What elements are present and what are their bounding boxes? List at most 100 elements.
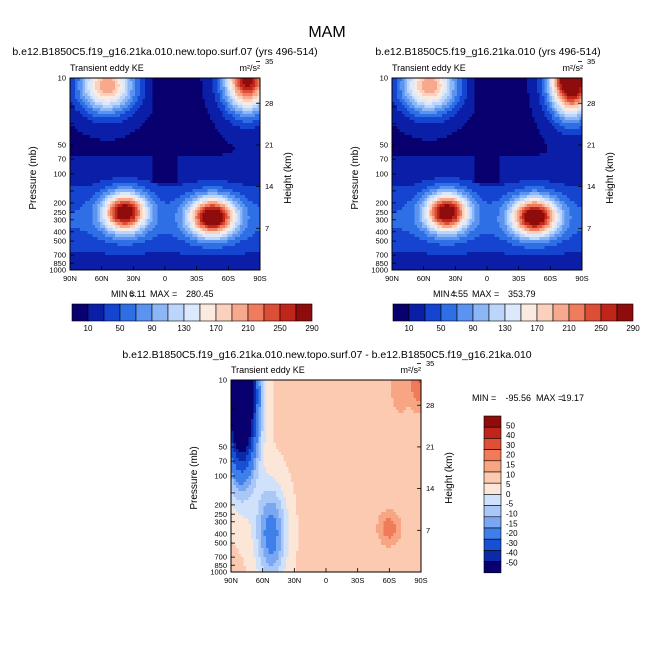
- contour-cell: [90, 243, 93, 247]
- contour-cell: [182, 204, 186, 208]
- contour-cell: [242, 210, 246, 214]
- contour-cell: [185, 210, 188, 214]
- contour-cell: [190, 219, 193, 223]
- contour-cell: [120, 138, 123, 142]
- contour-cell: [127, 207, 131, 211]
- contour-cell: [97, 93, 101, 97]
- contour-cell: [117, 258, 121, 262]
- contour-cell: [97, 264, 101, 268]
- contour-cell: [220, 129, 223, 133]
- contour-cell: [252, 147, 256, 151]
- contour-cell: [127, 225, 131, 229]
- contour-cell: [172, 123, 176, 127]
- contour-cell: [187, 90, 191, 94]
- contour-cell: [142, 246, 146, 250]
- contour-cell: [252, 150, 256, 154]
- contour-cell: [117, 162, 121, 166]
- contour-cell: [142, 96, 146, 100]
- contour-cell: [165, 87, 168, 91]
- contour-cell: [142, 228, 146, 232]
- contour-cell: [97, 243, 101, 247]
- contour-cell: [215, 78, 218, 82]
- contour-cell: [90, 246, 93, 250]
- contour-cell: [215, 120, 218, 124]
- contour-cell: [222, 192, 226, 196]
- contour-cell: [97, 189, 101, 193]
- contour-cell: [252, 246, 256, 250]
- contour-cell: [177, 243, 181, 247]
- contour-cell: [172, 222, 176, 226]
- contour-cell: [167, 105, 171, 109]
- contour-cell: [245, 183, 248, 187]
- contour-cell: [217, 132, 221, 136]
- contour-cell: [127, 129, 131, 133]
- contour-cell: [132, 87, 136, 91]
- contour-cell: [180, 162, 183, 166]
- contour-cell: [210, 108, 213, 112]
- contour-cell: [110, 117, 113, 121]
- contour-cell: [185, 240, 188, 244]
- contour-cell: [105, 141, 108, 145]
- contour-cell: [230, 117, 233, 121]
- contour-cell: [125, 147, 128, 151]
- contour-cell: [100, 186, 103, 190]
- contour-cell: [225, 129, 228, 133]
- contour-cell: [132, 228, 136, 232]
- contour-cell: [155, 141, 158, 145]
- contour-cell: [152, 162, 156, 166]
- contour-cell: [190, 186, 193, 190]
- contour-cell: [237, 162, 241, 166]
- contour-cell: [177, 108, 181, 112]
- contour-cell: [255, 102, 258, 106]
- contour-cell: [227, 255, 231, 259]
- contour-cell: [255, 267, 258, 271]
- contour-cell: [187, 105, 191, 109]
- contour-cell: [80, 231, 83, 235]
- contour-cell: [125, 165, 128, 169]
- contour-cell: [107, 93, 111, 97]
- contour-cell: [140, 123, 143, 127]
- contour-cell: [137, 162, 141, 166]
- contour-cell: [122, 261, 126, 265]
- contour-cell: [252, 213, 256, 217]
- contour-cell: [140, 243, 143, 247]
- contour-cell: [122, 105, 126, 109]
- contour-cell: [85, 234, 88, 238]
- contour-cell: [250, 195, 253, 199]
- contour-cell: [177, 156, 181, 160]
- contour-cell: [222, 87, 226, 91]
- contour-cell: [230, 162, 233, 166]
- contour-cell: [242, 207, 246, 211]
- contour-cell: [75, 123, 78, 127]
- contour-cell: [157, 156, 161, 160]
- contour-cell: [217, 204, 221, 208]
- contour-cell: [202, 261, 206, 265]
- contour-cell: [87, 90, 91, 94]
- contour-cell: [222, 252, 226, 256]
- contour-cell: [127, 189, 131, 193]
- contour-cell: [227, 186, 231, 190]
- contour-cell: [112, 258, 116, 262]
- contour-cell: [97, 117, 101, 121]
- contour-cell: [170, 108, 173, 112]
- contour-cell: [162, 189, 166, 193]
- contour-cell: [230, 189, 233, 193]
- contour-cell: [87, 189, 91, 193]
- contour-cell: [135, 177, 138, 181]
- contour-cell: [110, 159, 113, 163]
- contour-cell: [215, 246, 218, 250]
- contour-cell: [152, 189, 156, 193]
- contour-cell: [70, 150, 73, 154]
- contour-cell: [117, 168, 121, 172]
- contour-cell: [245, 117, 248, 121]
- contour-cell: [250, 162, 253, 166]
- contour-cell: [147, 201, 151, 205]
- contour-cell: [202, 246, 206, 250]
- contour-cell: [155, 228, 158, 232]
- contour-cell: [187, 222, 191, 226]
- contour-cell: [172, 234, 176, 238]
- contour-cell: [220, 264, 223, 268]
- contour-cell: [92, 114, 96, 118]
- contour-cell: [252, 141, 256, 145]
- contour-cell: [120, 192, 123, 196]
